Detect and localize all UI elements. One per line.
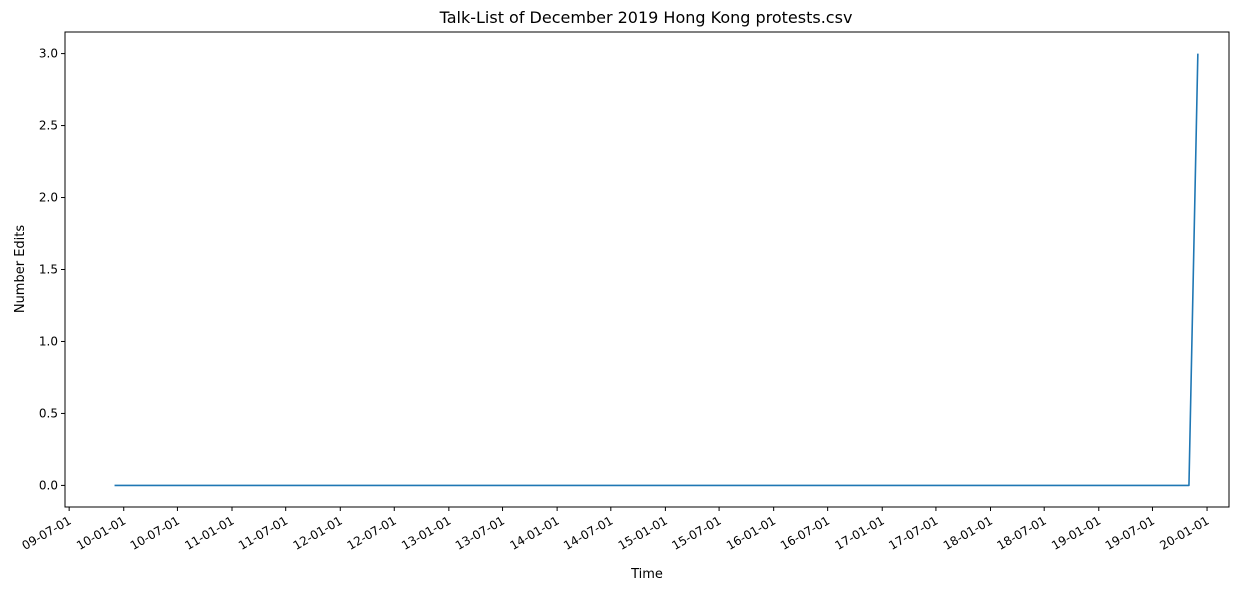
series-line [114,53,1199,487]
x-axis-title: Time [630,567,663,582]
series-layer [114,53,1199,487]
y-axis: 0.0 0.5 1.0 1.5 2.0 2.5 3.0 [39,47,65,492]
y-tick-label: 2.5 [39,119,58,133]
y-tick-label: 1.5 [39,263,58,277]
y-tick-label: 3.0 [39,47,58,61]
chart-title: Talk-List of December 2019 Hong Kong pro… [439,8,853,27]
y-tick-label: 0.0 [39,478,58,492]
y-axis-title: Number Edits [13,225,28,314]
y-tick-label: 0.5 [39,406,58,420]
y-tick-label: 1.0 [39,334,58,348]
y-tick-label: 2.0 [39,191,58,205]
